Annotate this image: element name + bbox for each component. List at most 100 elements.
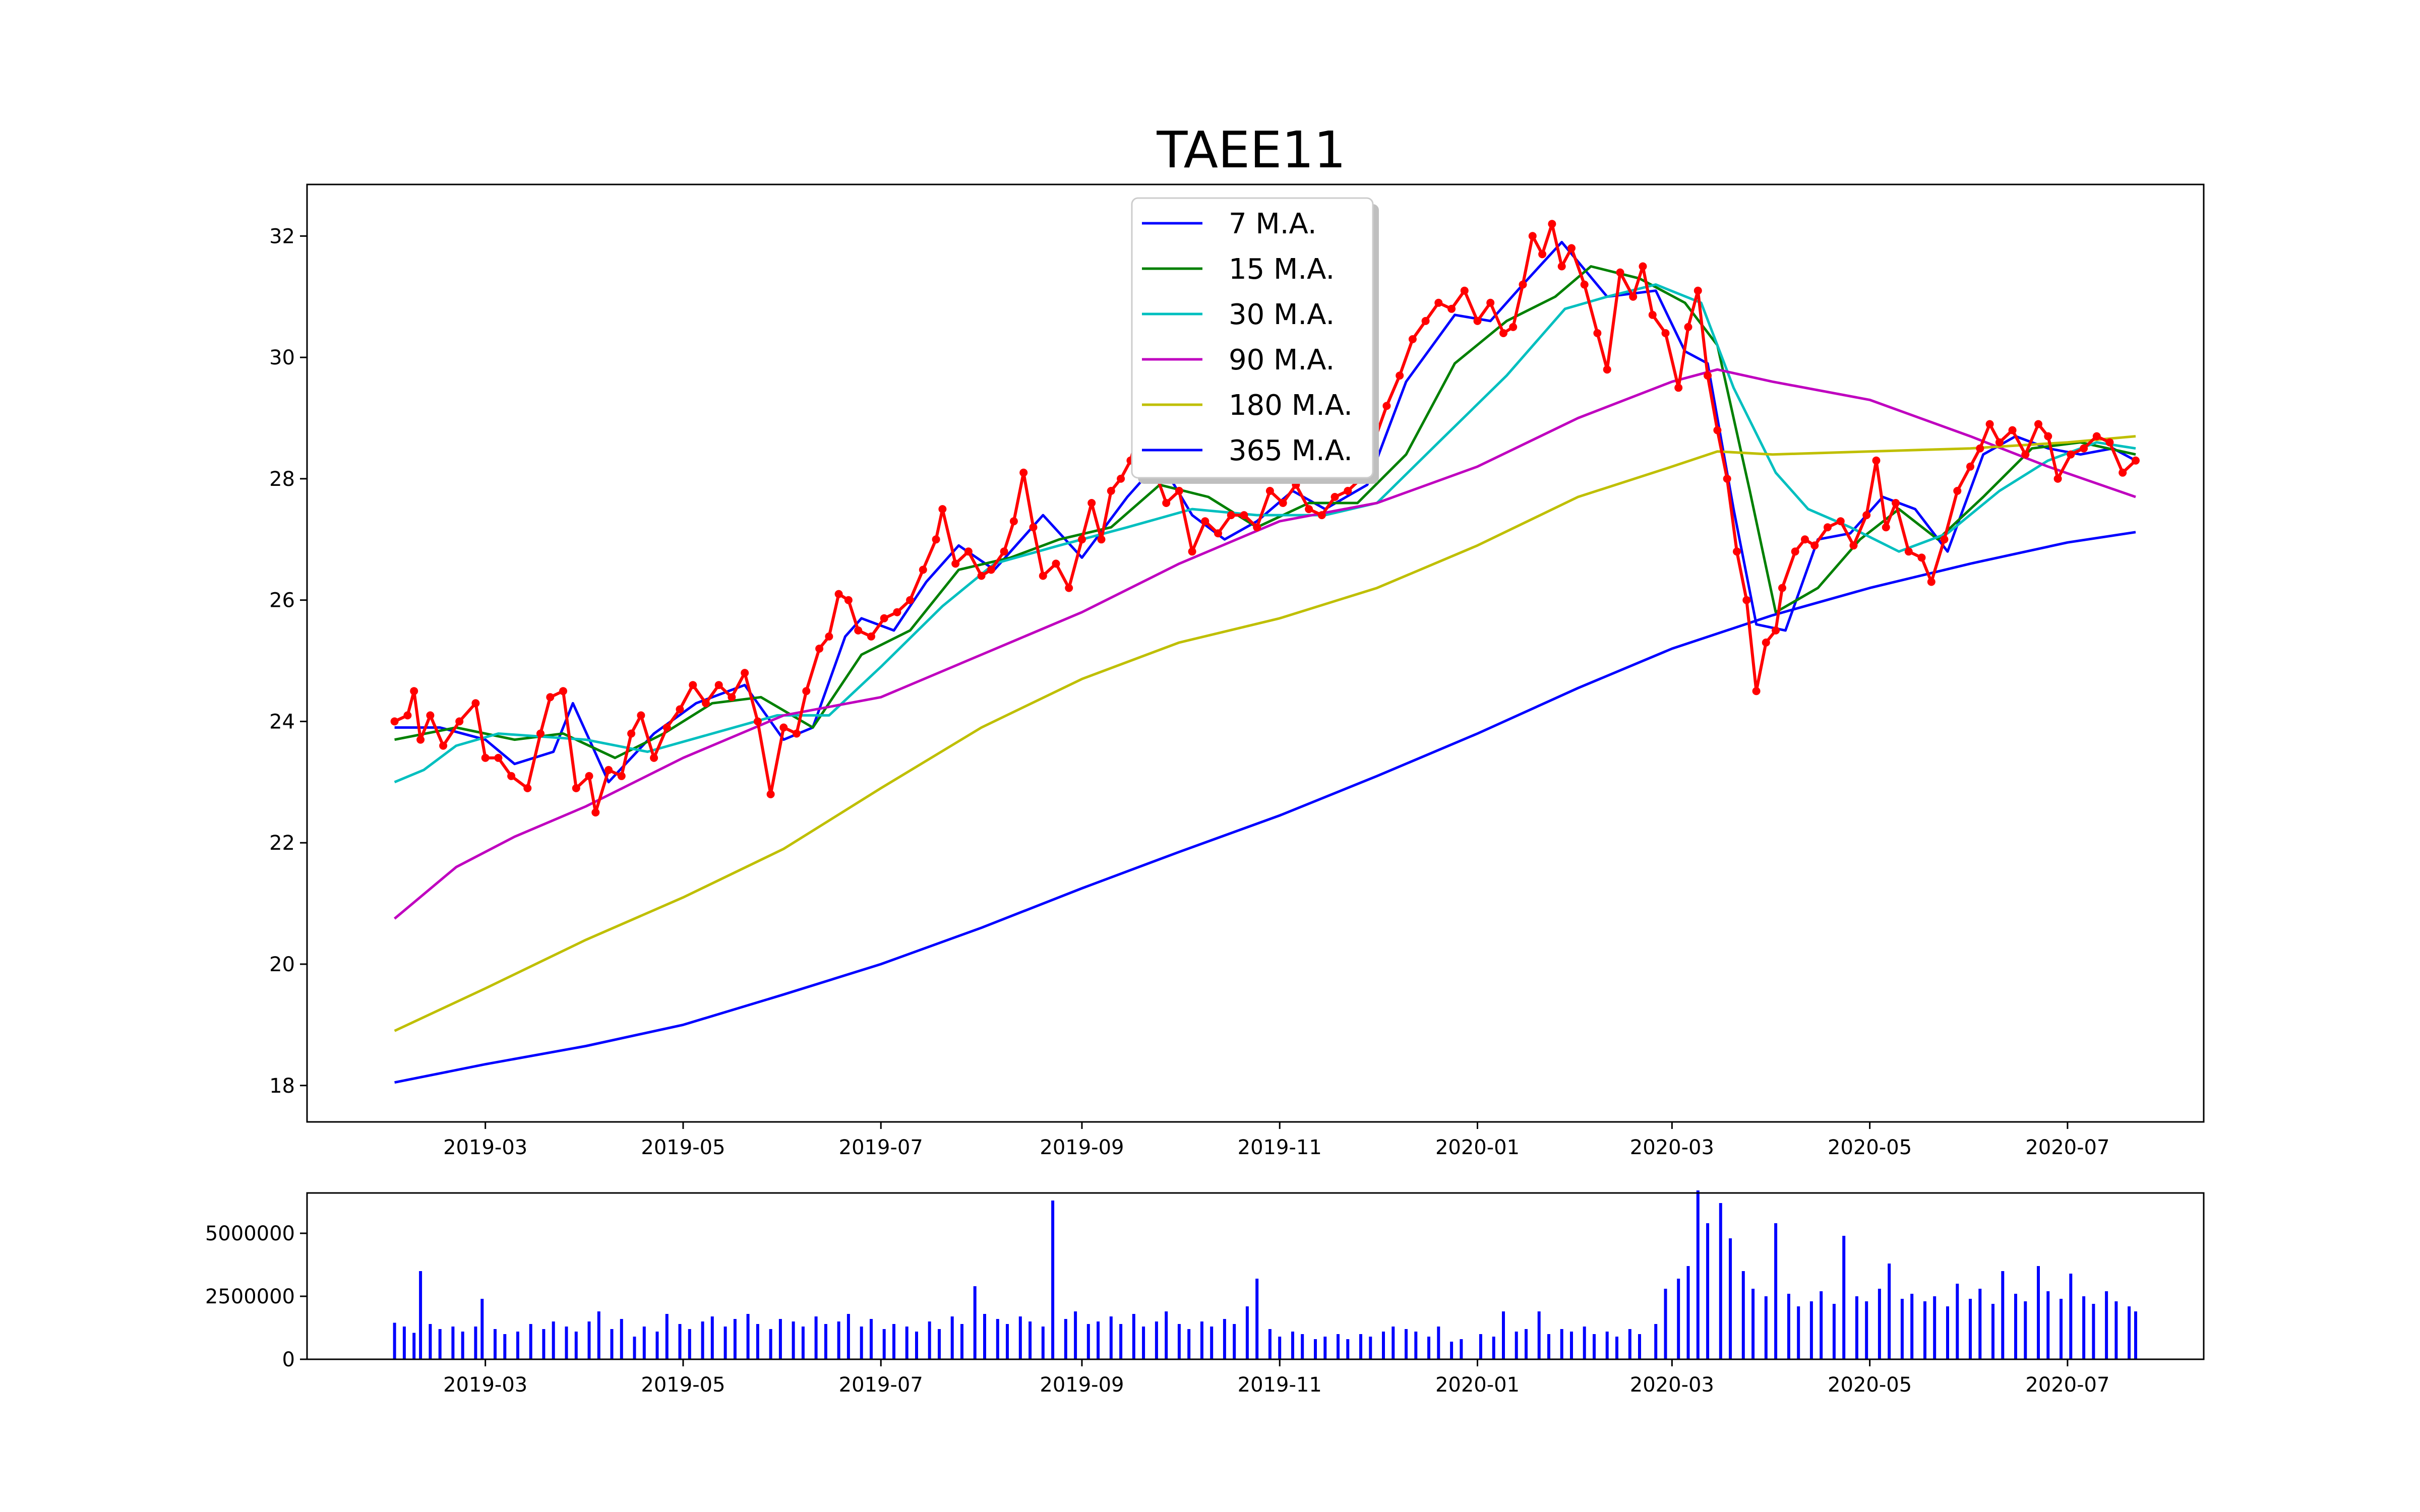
price-point: [507, 772, 516, 780]
volume-bar: [870, 1319, 873, 1359]
volume-bar: [678, 1324, 682, 1359]
volume-bar: [756, 1324, 759, 1359]
volume-bar: [746, 1314, 750, 1359]
series-line-5: [394, 435, 2136, 1032]
y-tick-label: 20: [269, 953, 295, 976]
price-point: [766, 790, 775, 798]
volume-bar: [529, 1324, 532, 1359]
price-point: [867, 632, 875, 641]
volume-bar: [769, 1329, 772, 1359]
price-point: [932, 535, 940, 544]
volume-bar: [574, 1332, 578, 1359]
volume-bar: [723, 1327, 727, 1359]
volume-bar: [1878, 1289, 1881, 1359]
price-point: [906, 596, 915, 604]
volume-bar: [461, 1332, 464, 1359]
y-tick-label: 32: [269, 225, 295, 248]
price-point: [559, 687, 567, 696]
volume-bar: [1820, 1291, 1823, 1359]
price-point: [1087, 499, 1096, 507]
volume-bar: [494, 1329, 497, 1359]
price-point: [793, 729, 801, 738]
x-tick-label: 2019-05: [641, 1373, 725, 1397]
legend-label: 365 M.A.: [1229, 434, 1353, 467]
volume-bar: [983, 1314, 986, 1359]
price-point: [1940, 535, 1949, 544]
price-point: [753, 717, 762, 726]
volume-bar: [1719, 1203, 1722, 1359]
volume-bar: [1210, 1327, 1214, 1359]
price-point: [1904, 547, 1913, 556]
volume-bar: [1677, 1279, 1680, 1359]
price-point: [2119, 468, 2127, 477]
x-tick-label: 2020-01: [1435, 1373, 1520, 1397]
volume-bar: [1537, 1311, 1541, 1359]
price-point: [1078, 535, 1086, 544]
legend-entries: 7 M.A. 15 M.A. 30 M.A. 90 M.A. 180 M.A. 365 M…: [1142, 208, 1353, 467]
volume-bar: [2060, 1299, 2063, 1359]
price-point: [1000, 547, 1008, 556]
volume-bar: [1969, 1299, 1972, 1359]
volume-bar: [1041, 1327, 1045, 1359]
x-tick-label: 2019-07: [839, 1136, 923, 1159]
volume-bar: [393, 1322, 396, 1359]
price-point: [741, 669, 749, 677]
volume-bar: [778, 1319, 782, 1359]
price-point: [627, 729, 636, 738]
price-point: [893, 608, 901, 616]
price-point: [1029, 523, 1038, 532]
price-point: [455, 717, 464, 726]
volume-bar: [701, 1321, 704, 1359]
volume-bar: [973, 1286, 977, 1359]
price-point: [1052, 559, 1060, 568]
volume-bar: [1097, 1321, 1100, 1359]
x-tick-label: 2019-07: [839, 1373, 923, 1397]
volume-bar: [1109, 1316, 1113, 1359]
volume-bar: [1910, 1294, 1914, 1359]
volume-bar: [1900, 1299, 1904, 1359]
volume-bar: [1086, 1324, 1090, 1359]
price-point: [523, 784, 532, 792]
price-point: [1966, 462, 1974, 471]
price-point: [1538, 250, 1547, 259]
volume-bar: [1583, 1327, 1586, 1359]
price-point: [1836, 517, 1845, 526]
volume-bar: [1978, 1289, 1982, 1359]
volume-bar: [1570, 1332, 1573, 1359]
volume-bar: [2069, 1274, 2073, 1359]
price-point: [1039, 572, 1047, 580]
price-point: [1486, 298, 1495, 307]
volume-bar: [688, 1329, 691, 1359]
volume-bar: [597, 1311, 600, 1359]
volume-bar: [792, 1321, 795, 1359]
x-tick-label: 2019-09: [1040, 1136, 1124, 1159]
volume-bar: [1233, 1324, 1236, 1359]
price-point: [1742, 596, 1751, 604]
price-point: [1434, 298, 1443, 307]
price-point: [964, 547, 973, 556]
price-point: [1603, 365, 1611, 374]
volume-bar: [2092, 1304, 2095, 1359]
price-point: [1548, 220, 1556, 228]
chart-title: TAEE11: [1156, 120, 1346, 179]
volume-bar: [950, 1316, 954, 1359]
x-tick-label: 2020-03: [1630, 1136, 1714, 1159]
price-point: [662, 723, 671, 732]
x-tick-label: 2019-11: [1238, 1136, 1322, 1159]
price-point: [1917, 553, 1926, 562]
price-point: [676, 705, 684, 714]
volume-bar: [1155, 1321, 1158, 1359]
x-tick-label: 2019-11: [1238, 1373, 1322, 1397]
volume-bar: [1165, 1311, 1168, 1359]
volume-bar: [2134, 1311, 2137, 1359]
price-point: [1227, 511, 1235, 520]
price-point: [1201, 517, 1209, 526]
price-point: [1995, 438, 2004, 447]
price-point: [977, 572, 986, 580]
price-point: [1616, 268, 1624, 277]
volume-bar: [2105, 1291, 2108, 1359]
price-point: [1733, 547, 1741, 556]
volume-bar: [860, 1327, 863, 1359]
